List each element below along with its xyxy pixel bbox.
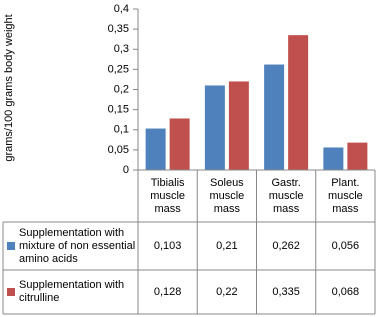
value-label: 0,262 [272,239,300,252]
bar [323,147,344,170]
legend-entry: Supplementation with citrulline [3,270,138,314]
y-tick-label: 0,05 [108,144,129,156]
value-label: 0,335 [272,285,300,298]
y-tick-label: 0 [123,164,129,176]
value-label: 0,128 [153,285,182,298]
legend-label: Supplementation with citrulline [19,279,125,304]
y-tick-label: 0,25 [108,63,129,75]
category-label: Plant. muscle mass [327,176,363,215]
bar [169,118,190,170]
bar [228,81,249,170]
y-tick-label: 0,15 [108,104,129,116]
category-label: Soleus muscle mass [209,176,245,215]
legend-entry: Supplementation with mixture of non esse… [3,222,138,270]
category-label: Tibialis muscle mass [150,176,186,215]
value-label: 0,103 [153,239,182,252]
y-tick-label: 0,4 [114,3,129,15]
bar [204,85,225,170]
y-tick-label: 0,1 [114,124,129,136]
bar [145,128,166,170]
value-label: 0,056 [331,239,360,252]
y-axis-label: grams/100 grams body weight [3,14,15,161]
category-label: Gastr. muscle mass [268,176,304,215]
value-label: 0,22 [216,285,238,298]
y-tick-label: 0,3 [114,43,129,55]
value-label: 0,21 [216,239,238,252]
value-label: 0,068 [331,285,360,298]
y-tick-label: 0,2 [114,83,129,95]
bar [347,142,368,170]
legend-swatch [7,242,15,250]
bar [264,64,285,170]
legend-label: Supplementation with mixture of non esse… [19,226,136,265]
bar [288,35,309,170]
y-tick-label: 0,35 [108,23,129,35]
legend-swatch [7,288,15,296]
